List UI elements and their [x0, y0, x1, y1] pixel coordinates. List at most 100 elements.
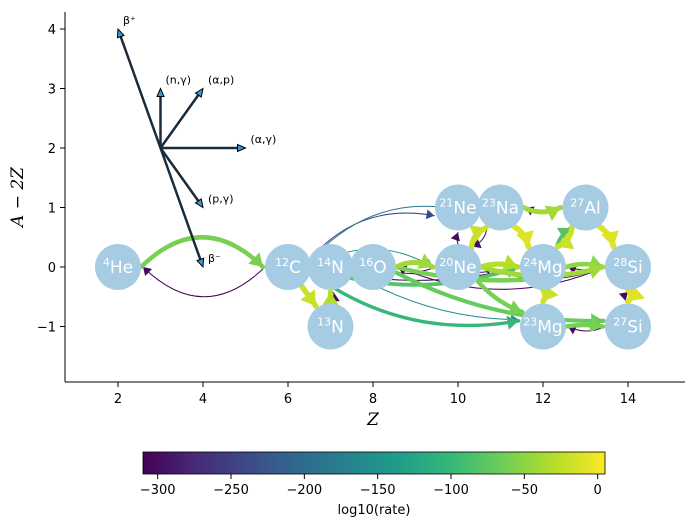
- nucleus-al27: 27Al: [562, 184, 609, 231]
- reaction-arrowhead: [472, 239, 482, 249]
- nucleus-circle: [265, 244, 311, 290]
- nucleus-label: 27Si: [613, 316, 643, 338]
- x-tick-label: 8: [369, 392, 377, 407]
- nucleus-mass-number: 23: [482, 197, 496, 210]
- reaction-arrowhead: [516, 230, 534, 247]
- nucleus-ne21: 21Ne: [435, 184, 481, 231]
- nucleus-circle: [562, 184, 609, 231]
- nucleus-mass-number: 27: [613, 316, 627, 329]
- legend-arrow-head: [156, 87, 165, 97]
- legend-arrow-label: β⁺: [123, 14, 136, 27]
- nucleus-symbol: He: [110, 258, 133, 278]
- nucleus-label: 21Ne: [439, 197, 476, 219]
- nucleus-circle: [307, 244, 354, 290]
- reaction-link: [393, 270, 606, 323]
- nucleus-na23: 23Na: [477, 184, 524, 231]
- nucleus-he4: 4He: [95, 244, 141, 290]
- y-tick-label: 1: [48, 202, 56, 217]
- nucleus-si28: 28Si: [605, 244, 651, 290]
- nucleus-label: 28Si: [613, 256, 643, 278]
- nucleus-circle: [605, 303, 651, 350]
- nucleus-symbol: Al: [584, 199, 600, 219]
- y-tick-label: 3: [48, 83, 56, 98]
- legend-arrow-head: [196, 257, 205, 269]
- nucleus-mass-number: 14: [317, 256, 331, 269]
- nucleus-mass-number: 16: [359, 256, 373, 269]
- reaction-arrowhead: [425, 209, 435, 220]
- legend-arrow-head: [194, 87, 204, 98]
- reaction-arrowhead: [143, 267, 153, 276]
- nucleus-ne20: 20Ne: [435, 244, 481, 290]
- x-tick-label: 2: [114, 392, 122, 407]
- legend-arrow-shaft: [159, 147, 200, 202]
- nucleus-label: 23Mg: [523, 316, 562, 338]
- x-axis-ticks: 2 4 6 8 10 12 14: [114, 382, 636, 407]
- colorbar-label: log10(rate): [338, 503, 411, 518]
- reaction-link: [138, 235, 266, 270]
- x-tick-label: 6: [284, 392, 292, 407]
- reaction-arrowhead: [507, 300, 523, 316]
- nucleus-n13: 13N: [307, 303, 354, 350]
- reaction-arrowhead: [618, 292, 628, 301]
- nucleus-symbol: N: [331, 258, 344, 278]
- nucleus-label: 27Al: [570, 197, 600, 219]
- y-tick-label: 4: [48, 23, 56, 38]
- nucleus-mass-number: 12: [275, 256, 289, 269]
- legend-arrow-head: [116, 27, 125, 39]
- nucleus-symbol: Si: [627, 318, 643, 338]
- y-tick-label: 2: [48, 142, 56, 157]
- nucleus-circle: [435, 244, 481, 290]
- nucleus-c12: 12C: [265, 244, 311, 290]
- reaction-arrowhead: [469, 225, 486, 242]
- legend-arrow-head: [194, 198, 204, 209]
- colorbar: [142, 451, 606, 475]
- x-tick-label: 12: [535, 392, 552, 407]
- nucleus-mass-number: 21: [439, 197, 453, 210]
- legend-arrow-label: (p,γ): [208, 193, 234, 206]
- nucleus-symbol: Mg: [537, 318, 562, 338]
- nucleus-label: 20Ne: [439, 256, 476, 278]
- reaction-arrowhead: [450, 232, 460, 242]
- nucleus-label: 12C: [275, 256, 301, 278]
- nucleus-mass-number: 4: [103, 256, 110, 269]
- nucleus-label: 14N: [317, 256, 344, 278]
- colorbar-tick-label: −200: [286, 483, 322, 498]
- nucleus-symbol: Ne: [453, 258, 476, 278]
- nucleus-mass-number: 27: [570, 197, 584, 210]
- reaction-type-legend: β⁺ (n,γ) (α,p) (α,γ) (p,γ) β⁻: [116, 14, 277, 269]
- legend-arrow-label: (α,p): [208, 74, 234, 87]
- nucleus-circle: [520, 244, 566, 290]
- legend-arrow-label: (α,γ): [251, 133, 277, 146]
- colorbar-tick-label: −150: [360, 483, 396, 498]
- legend-arrow-label: β⁻: [208, 252, 221, 265]
- colorbar-tick-label: 0: [594, 483, 602, 498]
- reaction-arrowhead: [321, 292, 340, 306]
- nucleus-symbol: O: [373, 258, 386, 278]
- reaction-arrowhead: [556, 227, 571, 241]
- nucleus-circle: [95, 244, 141, 290]
- nucleus-circle: [307, 303, 354, 350]
- nucleus-si27: 27Si: [605, 303, 651, 350]
- nucleus-n14: 14N: [307, 244, 354, 290]
- nucleus-symbol: N: [331, 318, 344, 338]
- reaction-arrowhead: [300, 289, 316, 307]
- nucleus-o16: 16O: [350, 244, 396, 290]
- legend-arrow-head: [237, 143, 247, 153]
- nucleus-symbol: Na: [496, 199, 519, 219]
- x-axis-label: Z: [366, 410, 380, 430]
- nucleus-mass-number: 23: [523, 316, 537, 329]
- nucleus-label: 23Na: [482, 197, 519, 219]
- nucleus-mg24: 24Mg: [520, 244, 566, 290]
- nucleus-mg23: 23Mg: [520, 303, 566, 350]
- y-axis-label: A − 2Z: [8, 166, 28, 229]
- reaction-arrowhead: [417, 253, 433, 269]
- reaction-arrowhead: [589, 316, 603, 333]
- reaction-link: [142, 266, 266, 298]
- legend-arrow-shaft: [119, 36, 162, 149]
- colorbar-tick-label: −50: [511, 483, 538, 498]
- reaction-arrowhead: [506, 315, 519, 330]
- reaction-arrowhead: [544, 205, 561, 221]
- nucleus-circle: [435, 184, 481, 231]
- nucleus-label: 16O: [359, 256, 386, 278]
